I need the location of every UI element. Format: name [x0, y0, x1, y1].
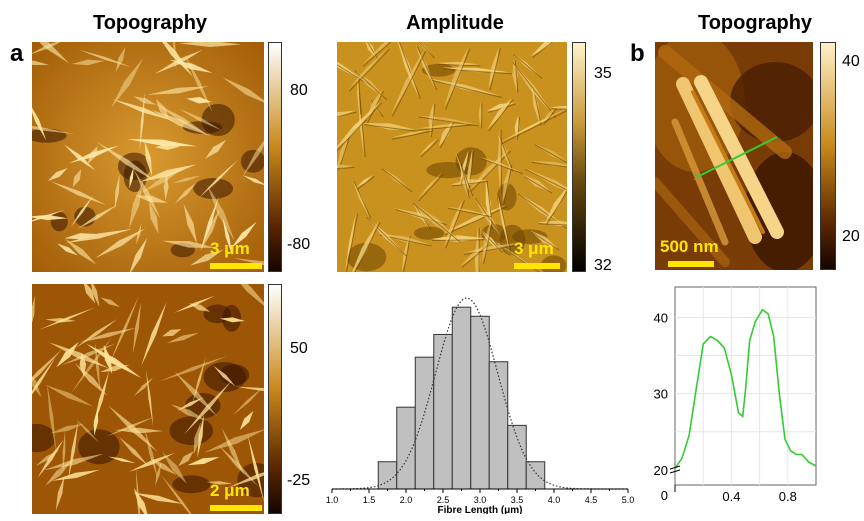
- profile-x-tick-label: 0.4: [722, 489, 740, 504]
- histogram-bar: [415, 357, 434, 489]
- afm-topography-image-top: [32, 42, 264, 272]
- histogram-x-axis-label: Fibre Length (μm): [438, 505, 523, 514]
- title-topography-left: Topography: [60, 12, 240, 35]
- scalebar-amplitude: [514, 263, 560, 269]
- histogram-bar: [434, 334, 453, 489]
- histogram-x-tick-label: 4.5: [585, 495, 598, 505]
- histogram-x-tick-label: 3.5: [511, 495, 524, 505]
- afm-topography-image-bottom: [32, 284, 264, 514]
- profile-y-tick-label: 20: [654, 463, 668, 478]
- colorbar-tick-top-neg80: -80: [287, 236, 310, 254]
- histogram-x-tick-label: 1.0: [326, 495, 339, 505]
- histogram-bar: [508, 425, 527, 489]
- colorbar-topography-bottom: [268, 284, 282, 514]
- colorbar-tick-amp-35: 35: [594, 65, 612, 83]
- histogram-x-tick-label: 3.0: [474, 495, 487, 505]
- colorbar-tick-b-20: 20: [842, 228, 860, 246]
- height-profile-chart: 20 30 40 0 0.4 0.8: [640, 284, 820, 516]
- panel-label-a: a: [10, 40, 23, 68]
- histogram-x-tick-label: 2.0: [400, 495, 413, 505]
- scalebar-label-topography-top: 3 μm: [210, 239, 250, 259]
- histogram-x-tick-label: 5.0: [622, 495, 635, 505]
- afm-topography-image-b: 1: [655, 42, 813, 270]
- profile-svg: 20 30 40 0 0.4 0.8: [640, 284, 820, 516]
- colorbar-amplitude: [572, 42, 586, 272]
- histogram-svg: 1.0 1.5 2.0 2.5 3.0 3.5 4.0 4.5 5.0 Fibre Length…: [320, 284, 640, 514]
- colorbar-topography-top: [268, 42, 282, 272]
- colorbar-tick-top-80: 80: [290, 82, 308, 100]
- panel-label-b: b: [630, 40, 645, 68]
- scalebar-topography-b: [668, 261, 714, 267]
- histogram-x-tick-label: 2.5: [437, 495, 450, 505]
- colorbar-topography-b: [820, 42, 836, 270]
- scalebar-label-amplitude: 3 μm: [514, 239, 554, 259]
- colorbar-tick-bottom-neg25: -25: [287, 472, 310, 490]
- histogram-bar: [526, 462, 545, 489]
- scalebar-label-topography-b: 500 nm: [660, 237, 719, 257]
- histogram-x-tick-label: 4.0: [548, 495, 561, 505]
- title-topography-right: Topography: [665, 12, 845, 35]
- colorbar-tick-amp-32: 32: [594, 257, 612, 275]
- scalebar-topography-top: [210, 263, 262, 269]
- profile-y-tick-label: 30: [654, 387, 668, 402]
- fibre-length-histogram: 1.0 1.5 2.0 2.5 3.0 3.5 4.0 4.5 5.0 Fibre Length…: [320, 284, 640, 514]
- title-amplitude: Amplitude: [375, 12, 535, 35]
- afm-amplitude-image: [337, 42, 567, 272]
- histogram-bar: [489, 362, 508, 489]
- scalebar-topography-bottom: [210, 505, 262, 511]
- colorbar-tick-bottom-50: 50: [290, 340, 308, 358]
- colorbar-tick-b-40: 40: [842, 53, 860, 71]
- profile-line-number: 1: [693, 172, 698, 182]
- profile-x-tick-label: 0.8: [779, 489, 797, 504]
- histogram-bar: [452, 307, 471, 489]
- profile-y-tick-label: 40: [654, 310, 668, 325]
- histogram-bar: [471, 316, 490, 489]
- profile-y-tick-label-zero: 0: [661, 488, 668, 503]
- histogram-x-tick-label: 1.5: [363, 495, 376, 505]
- scalebar-label-topography-bottom: 2 μm: [210, 481, 250, 501]
